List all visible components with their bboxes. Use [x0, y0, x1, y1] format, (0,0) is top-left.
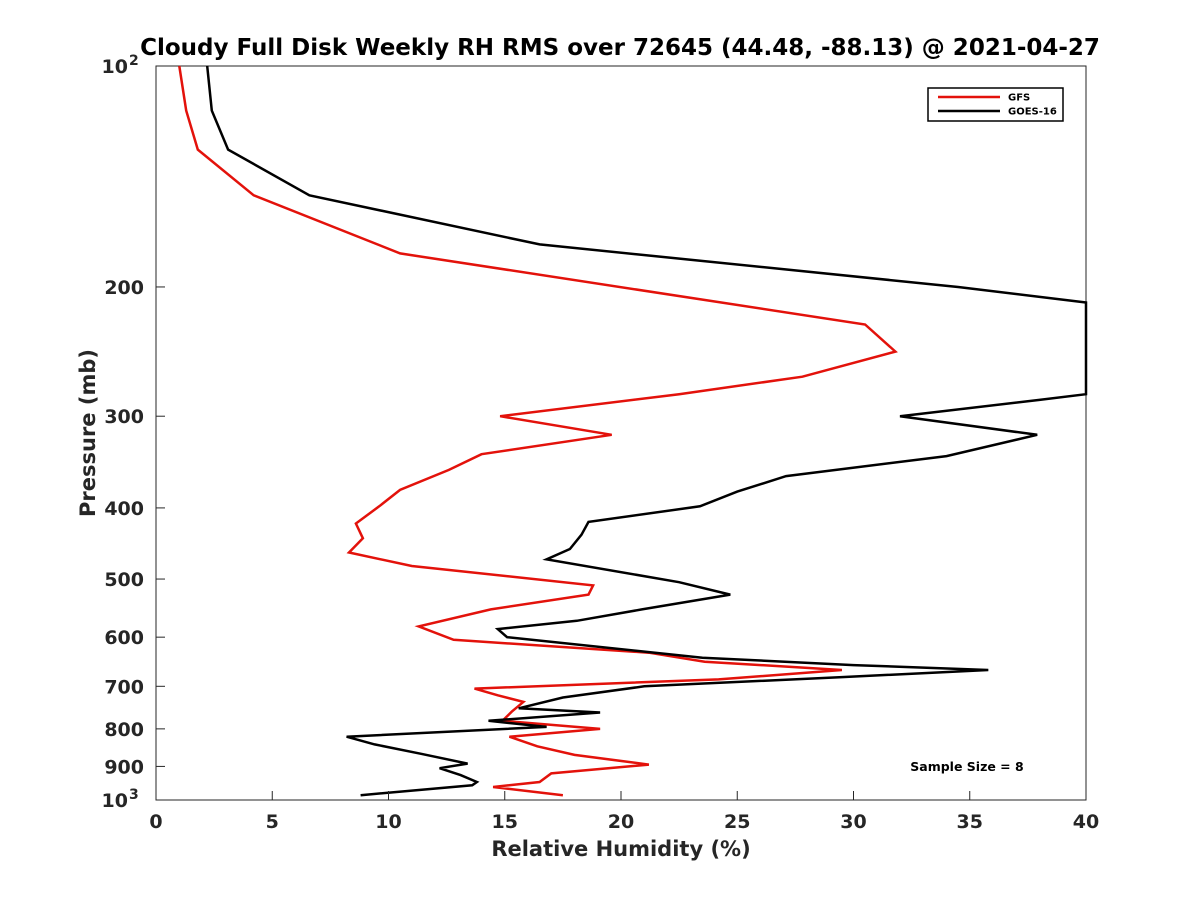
x-tick-label: 30: [840, 811, 866, 833]
x-tick-label: 25: [724, 811, 750, 833]
y-tick-label: 200: [104, 277, 144, 299]
plot-area: [155, 65, 1088, 801]
legend-label-goes-16: GOES-16: [1008, 107, 1057, 118]
y-tick-label: 10: [102, 56, 128, 78]
y-tick-label: 900: [104, 756, 144, 778]
x-axis-label: Relative Humidity (%): [491, 837, 750, 861]
y-tick-label-exponent: 3: [129, 787, 139, 803]
sample-size-annotation: Sample Size = 8: [910, 759, 1023, 774]
legend-box: [927, 87, 1064, 122]
series-layer: [178, 65, 1088, 797]
y-axis-label: Pressure (mb): [76, 349, 100, 517]
x-tick-label: 40: [1073, 811, 1099, 833]
axes-box: [155, 65, 1087, 801]
x-tick-label: 5: [266, 811, 279, 833]
y-tick-label: 300: [104, 406, 144, 428]
y-tick-label: 800: [104, 719, 144, 741]
x-tick-label: 10: [375, 811, 401, 833]
chart-title: Cloudy Full Disk Weekly RH RMS over 7264…: [140, 35, 1100, 61]
chart-legend: GFS GOES-16: [927, 87, 1064, 122]
y-tick-label: 700: [104, 676, 144, 698]
x-tick-label: 35: [957, 811, 983, 833]
y-tick-label-exponent: 2: [129, 53, 139, 69]
y-tick-label: 600: [104, 627, 144, 649]
y-tick-label: 400: [104, 498, 144, 520]
series-line-gfs: [178, 65, 898, 797]
x-tick-label: 20: [608, 811, 634, 833]
legend-label-gfs: GFS: [1008, 93, 1030, 104]
x-axis-ticks: 0 5 10 15 20 25 30 35 40: [149, 791, 1099, 833]
x-tick-label: 0: [149, 811, 162, 833]
y-tick-label: 10: [102, 790, 128, 812]
series-line-goes-16: [205, 65, 1088, 797]
y-tick-label: 500: [104, 569, 144, 591]
x-tick-label: 15: [492, 811, 518, 833]
